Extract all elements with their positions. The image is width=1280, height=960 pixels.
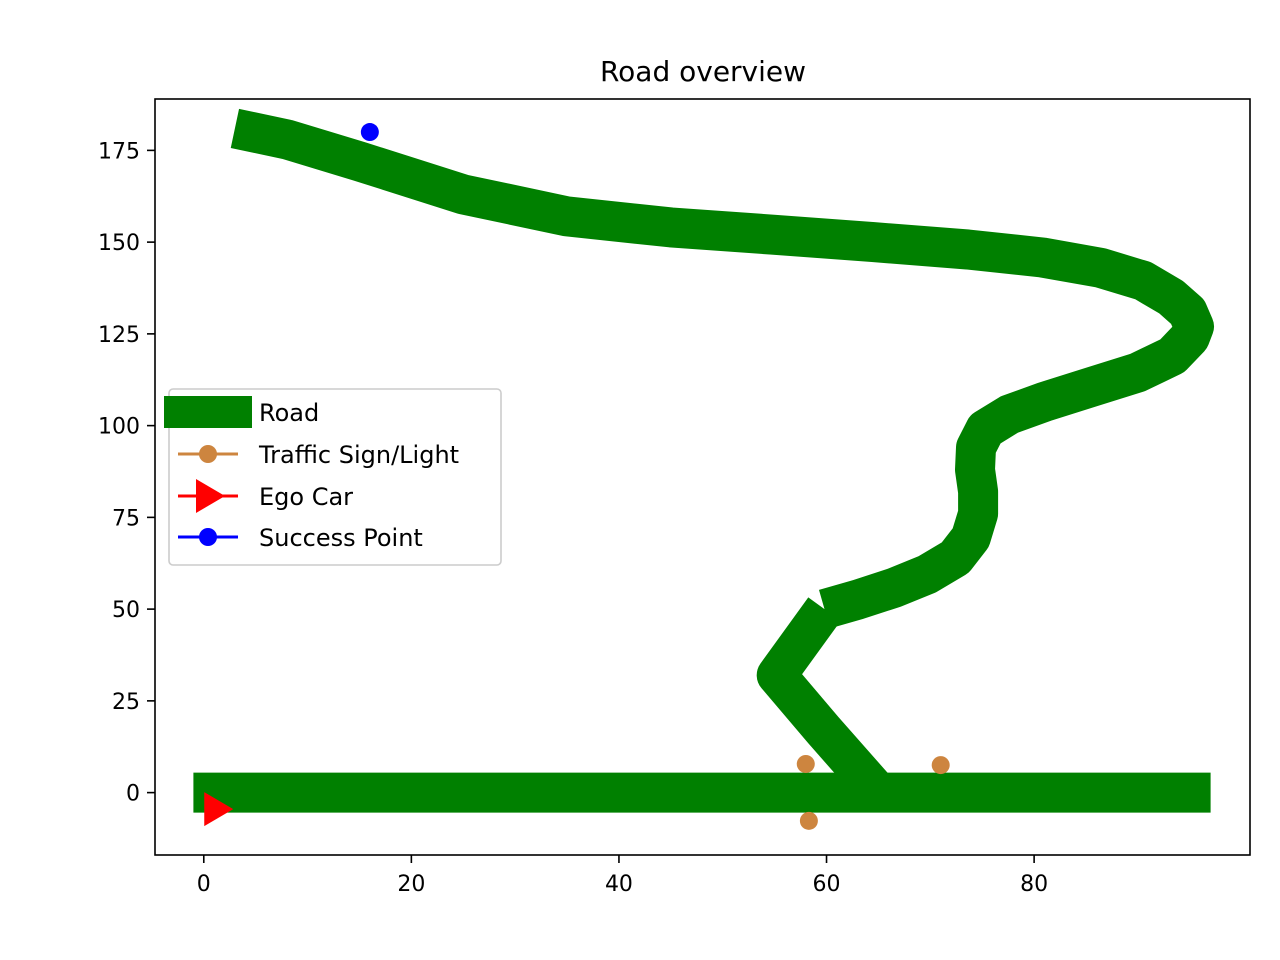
legend-ego-marker: [196, 479, 225, 513]
y-tick-label: 150: [98, 231, 140, 256]
ego-car-marker-1: [204, 792, 234, 827]
traffic-sign-marker-1: [796, 754, 815, 773]
plot-area: [193, 108, 1214, 830]
traffic-sign-marker-2: [931, 756, 950, 775]
legend-success-marker: [199, 528, 217, 546]
legend-label-traffic: Traffic Sign/Light: [258, 441, 459, 469]
x-tick-label: 40: [605, 872, 633, 897]
y-tick-label: 75: [112, 506, 140, 531]
y-tick-label: 0: [126, 782, 140, 807]
axes: 0 20 40 60 80 0 25 50 75 100 125 150 175: [98, 98, 1251, 897]
legend: Road Traffic Sign/Light Ego Car Success Poi…: [164, 388, 502, 566]
traffic-sign-marker-3: [799, 811, 818, 830]
chart-title: Road overview: [600, 55, 806, 88]
y-tick-label: 25: [112, 690, 140, 715]
y-tick-label: 50: [112, 598, 140, 623]
legend-label-ego: Ego Car: [259, 483, 353, 511]
road-segment-2: [756, 597, 894, 806]
legend-label-success: Success Point: [259, 524, 423, 552]
road-segment-3: [230, 108, 1214, 629]
x-tick-label: 80: [1020, 872, 1048, 897]
axes-frame: [154, 98, 1251, 856]
y-tick-label: 125: [98, 323, 140, 348]
x-tick-label: 0: [197, 872, 211, 897]
legend-box: [168, 388, 502, 566]
x-tick-label: 60: [813, 872, 841, 897]
legend-label-road: Road: [259, 399, 319, 427]
y-tick-label: 175: [98, 139, 140, 164]
success-point-marker-1: [360, 123, 379, 142]
x-tick-label: 20: [397, 872, 425, 897]
plot-content: [193, 108, 1214, 830]
y-tick-label: 100: [98, 415, 140, 440]
legend-traffic-marker: [199, 445, 217, 463]
